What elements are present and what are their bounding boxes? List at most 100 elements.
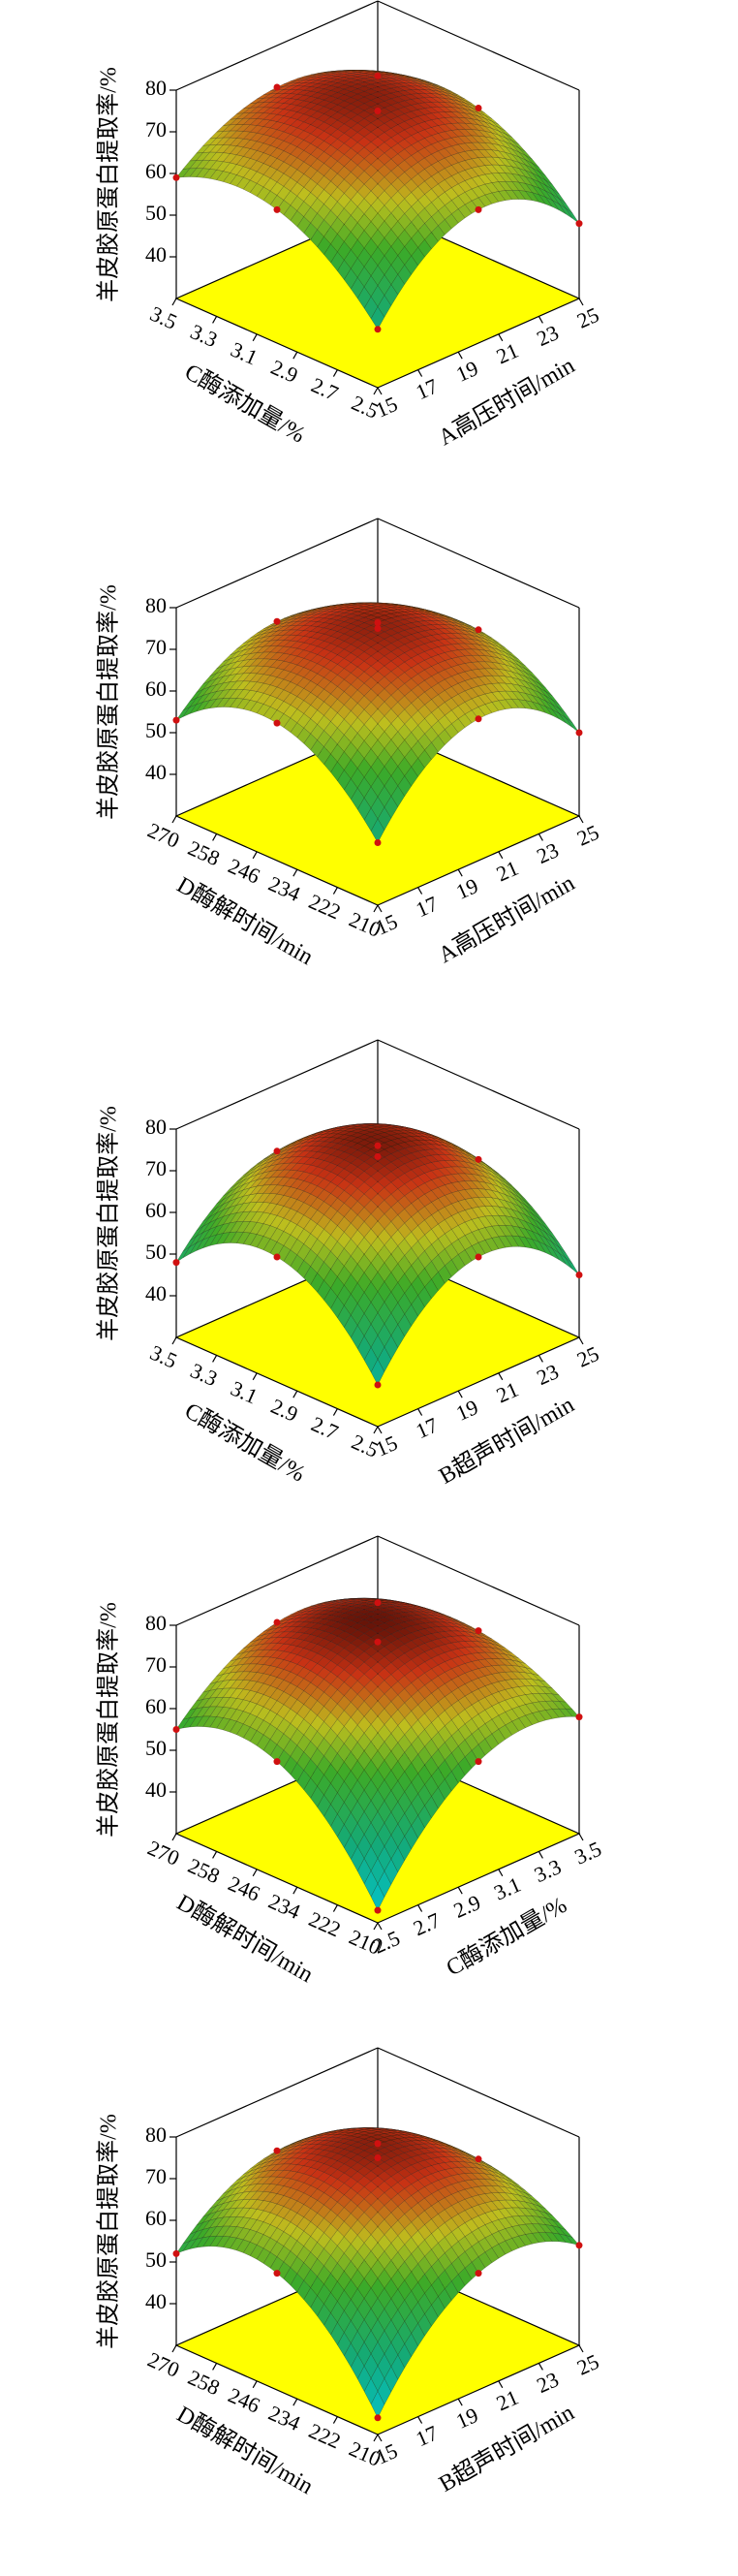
z-tick-label: 50 — [145, 201, 167, 225]
z-tick-label: 60 — [145, 159, 167, 183]
z-tick-label: 80 — [145, 2122, 167, 2147]
y-tick — [292, 868, 298, 877]
z-tick-label: 80 — [145, 1115, 167, 1139]
design-point — [374, 1906, 382, 1914]
design-point — [575, 220, 583, 228]
z-axis-label: 羊皮胶原蛋白提取率/% — [96, 1602, 122, 1838]
y-tick-label: 210 — [346, 2436, 384, 2471]
y-tick — [171, 1336, 177, 1345]
y-tick — [332, 887, 338, 895]
x-tick-label: 25 — [573, 820, 602, 851]
x-tick-label: 21 — [493, 338, 522, 369]
x-tick — [498, 2380, 504, 2389]
surface-chart: 4050607080151719212325210222234246258270… — [96, 2047, 602, 2499]
y-tick-label: 270 — [144, 1836, 183, 1870]
x-tick-label: 3.1 — [490, 1872, 524, 1905]
z-axis-label: 羊皮胶原蛋白提取率/% — [96, 2114, 122, 2349]
x-tick — [457, 2398, 463, 2406]
y-tick-label: 2.9 — [267, 1394, 301, 1427]
z-tick-label: 60 — [145, 1198, 167, 1222]
y-tick — [292, 1886, 298, 1895]
y-tick-label: 2.5 — [348, 391, 382, 424]
x-tick — [457, 1886, 463, 1895]
surface-chart: 40506070802.52.72.93.13.33.5210222234246… — [96, 1535, 605, 1988]
x-tick-label: 17 — [412, 373, 441, 404]
x-tick — [498, 851, 504, 860]
y-tick-label: 270 — [144, 818, 183, 853]
y-tick-label: 3.5 — [146, 301, 180, 334]
x-tick-label: 25 — [573, 1341, 602, 1372]
y-tick-label: 3.3 — [187, 319, 221, 352]
y-tick — [332, 369, 338, 377]
surface-patch — [370, 818, 385, 843]
box-edge — [377, 2047, 580, 2138]
y-tick — [171, 298, 177, 306]
y-tick-label: 210 — [346, 907, 384, 942]
design-point — [273, 2270, 281, 2278]
x-tick-label: 17 — [412, 2420, 441, 2451]
y-tick — [252, 1372, 258, 1381]
y-tick — [292, 1390, 298, 1398]
y-tick-label: 3.1 — [228, 337, 261, 370]
x-tick-label: 25 — [573, 302, 602, 333]
y-tick — [212, 833, 218, 841]
design-point — [475, 715, 482, 723]
design-point — [172, 716, 180, 724]
x-tick — [377, 1922, 383, 1931]
y-tick-label: 222 — [305, 889, 344, 924]
z-tick-label: 80 — [145, 76, 167, 100]
z-tick-label: 70 — [145, 1652, 167, 1677]
design-point — [172, 2249, 180, 2257]
design-point — [475, 1627, 482, 1635]
x-tick — [417, 887, 423, 895]
x-tick-label: 19 — [452, 2403, 481, 2434]
design-point — [575, 1713, 583, 1721]
design-point — [273, 1253, 281, 1261]
design-point — [475, 1758, 482, 1766]
z-tick-label: 70 — [145, 2164, 167, 2188]
x-tick — [538, 316, 543, 324]
x-tick — [417, 1904, 423, 1912]
design-point — [172, 173, 180, 181]
design-point — [172, 1726, 180, 1733]
y-tick — [171, 815, 177, 824]
x-tick — [377, 2434, 383, 2442]
x-tick — [578, 1833, 584, 1841]
design-point — [575, 729, 583, 737]
surface-chart: 40506070801517192123252.52.72.93.13.33.5… — [96, 1039, 602, 1490]
x-tick-label: 2.9 — [450, 1890, 484, 1923]
y-tick-label: 234 — [265, 871, 304, 906]
x-tick — [457, 868, 463, 877]
design-point — [374, 1381, 382, 1389]
y-tick — [252, 851, 258, 860]
x-tick — [578, 1336, 584, 1345]
y-tick — [373, 387, 379, 395]
y-tick — [332, 1904, 338, 1912]
x-tick — [538, 1355, 543, 1363]
x-tick-label: 2.7 — [410, 1907, 444, 1940]
x-tick — [457, 351, 463, 360]
x-tick — [578, 298, 584, 306]
x-tick — [417, 1408, 423, 1416]
y-tick-label: 234 — [265, 2401, 304, 2435]
design-point — [374, 2414, 382, 2422]
design-point — [374, 2154, 382, 2161]
surface-patch — [370, 306, 385, 330]
y-tick — [212, 1355, 218, 1363]
y-tick — [373, 1922, 379, 1931]
y-tick — [212, 316, 218, 324]
x-tick-label: 3.3 — [531, 1854, 565, 1887]
y-tick-label: 2.5 — [348, 1429, 382, 1462]
z-axis-label: 羊皮胶原蛋白提取率/% — [96, 67, 122, 302]
z-tick-label: 40 — [145, 2289, 167, 2313]
x-tick — [417, 369, 423, 377]
design-point — [273, 2147, 281, 2154]
x-tick-label: 19 — [452, 1395, 481, 1426]
z-tick-label: 40 — [145, 1281, 167, 1305]
y-tick-label: 258 — [184, 1853, 223, 1888]
x-tick-label: 19 — [452, 356, 481, 387]
design-point — [273, 1758, 281, 1766]
y-tick-label: 222 — [305, 1906, 344, 1941]
y-tick-label: 2.9 — [267, 355, 301, 388]
